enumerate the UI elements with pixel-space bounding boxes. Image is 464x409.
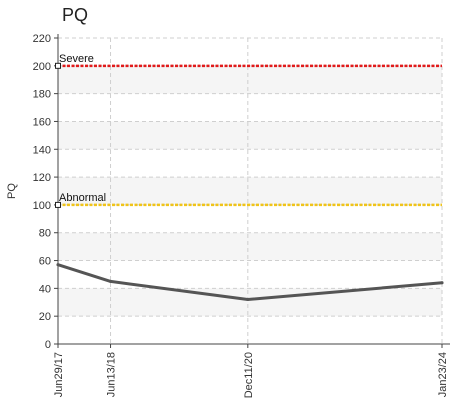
x-tick-label: Jun29/17 (53, 352, 65, 397)
axes (54, 34, 450, 348)
reference-label-severe: Severe (59, 53, 94, 65)
x-tick-label: Jun13/18 (106, 352, 118, 397)
plot-band (58, 232, 442, 261)
tick-labels: 0 20 40 60 80 100 120 140 160 180 200 220 Jun29/17 Ju… (33, 33, 449, 398)
y-tick-label: 20 (39, 311, 51, 323)
plot-bands (58, 65, 442, 317)
data-series (56, 263, 444, 301)
y-tick-label: 200 (33, 61, 51, 73)
y-axis-title: PQ (6, 183, 18, 199)
data-point (246, 297, 250, 301)
y-tick-label: 100 (33, 200, 51, 212)
y-tick-label: 140 (33, 144, 51, 156)
plot-band (58, 121, 442, 150)
data-point (56, 263, 60, 267)
y-tick-label: 40 (39, 283, 51, 295)
series-line (56, 263, 444, 301)
reference-lines: Severe Abnormal (55, 53, 442, 208)
plot-band (58, 177, 442, 205)
y-tick-label: 60 (39, 256, 51, 268)
plot-band (58, 288, 442, 317)
y-tick-label: 160 (33, 116, 51, 128)
reference-marker (55, 62, 61, 69)
y-tick-label: 80 (39, 228, 51, 240)
plot-band (58, 65, 442, 94)
chart-title: PQ (62, 5, 89, 25)
reference-marker (55, 201, 61, 208)
y-tick-label: 220 (33, 33, 51, 45)
x-tick-label: Jan23/24 (437, 352, 449, 397)
data-point (109, 279, 113, 283)
data-point (440, 281, 444, 285)
y-tick-label: 180 (33, 89, 51, 101)
x-tick-label: Dec11/20 (243, 352, 255, 398)
y-tick-label: 0 (45, 339, 51, 351)
reference-label-abnormal: Abnormal (59, 192, 106, 204)
y-tick-label: 120 (33, 172, 51, 184)
